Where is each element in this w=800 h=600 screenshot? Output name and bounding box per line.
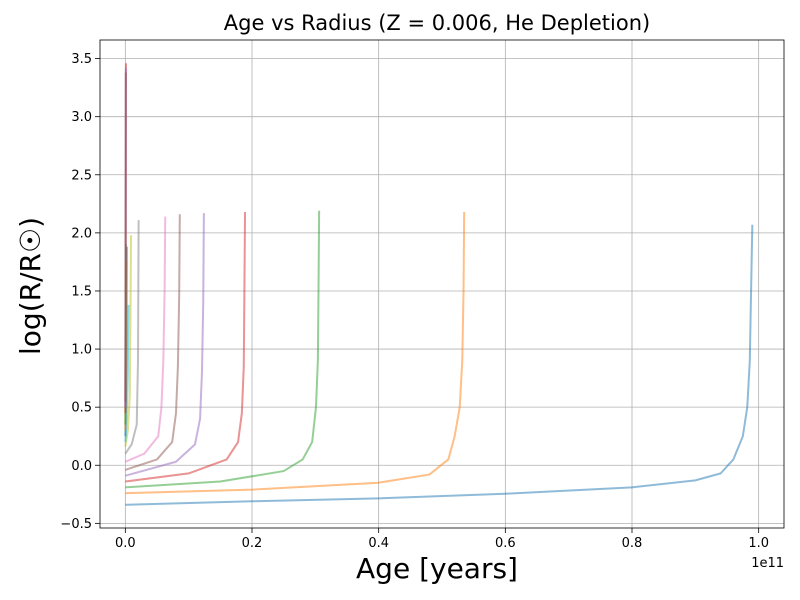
y-tick-label: 1.5 [71, 284, 92, 299]
series-line-3 [125, 210, 321, 489]
y-tick-label: 3.5 [71, 52, 92, 67]
series-line-6 [125, 214, 181, 471]
y-tick-label: 3.0 [71, 110, 92, 125]
x-tick-label: 0.4 [368, 536, 389, 551]
series-line-2 [125, 211, 466, 495]
series-group [124, 63, 754, 506]
axes-frame [99, 39, 785, 529]
y-tick-label: 2.0 [71, 226, 92, 241]
grid [100, 40, 784, 528]
series-line-4 [125, 211, 247, 483]
y-axis-label: log(R/R☉) [14, 217, 47, 355]
series-line-8 [124, 220, 140, 455]
series-line-9 [124, 235, 133, 447]
y-tick-label: 0.0 [71, 459, 92, 474]
series-line-1 [125, 224, 754, 506]
x-axis-offset-label: 1e11 [751, 556, 784, 571]
y-axis-ticks: −0.5 0.0 0.5 1.0 1.5 2.0 2.5 3.0 3.5 [60, 52, 100, 532]
series-line-5 [125, 213, 205, 477]
y-tick-label: −0.5 [60, 517, 92, 532]
x-tick-label: 0.2 [242, 536, 263, 551]
x-axis-label: Age [years] [356, 552, 518, 585]
x-axis-ticks: 0.0 0.2 0.4 0.6 0.8 1.0 [115, 528, 769, 551]
y-tick-label: 1.0 [71, 343, 92, 358]
chart-title: Age vs Radius (Z = 0.006, He Depletion) [224, 11, 650, 35]
y-tick-label: 2.5 [71, 168, 92, 183]
x-tick-label: 1.0 [748, 536, 769, 551]
x-tick-label: 0.6 [495, 536, 516, 551]
series-line-7 [124, 216, 167, 463]
x-tick-label: 0.8 [622, 536, 643, 551]
x-tick-label: 0.0 [115, 536, 136, 551]
y-tick-label: 0.5 [71, 401, 92, 416]
